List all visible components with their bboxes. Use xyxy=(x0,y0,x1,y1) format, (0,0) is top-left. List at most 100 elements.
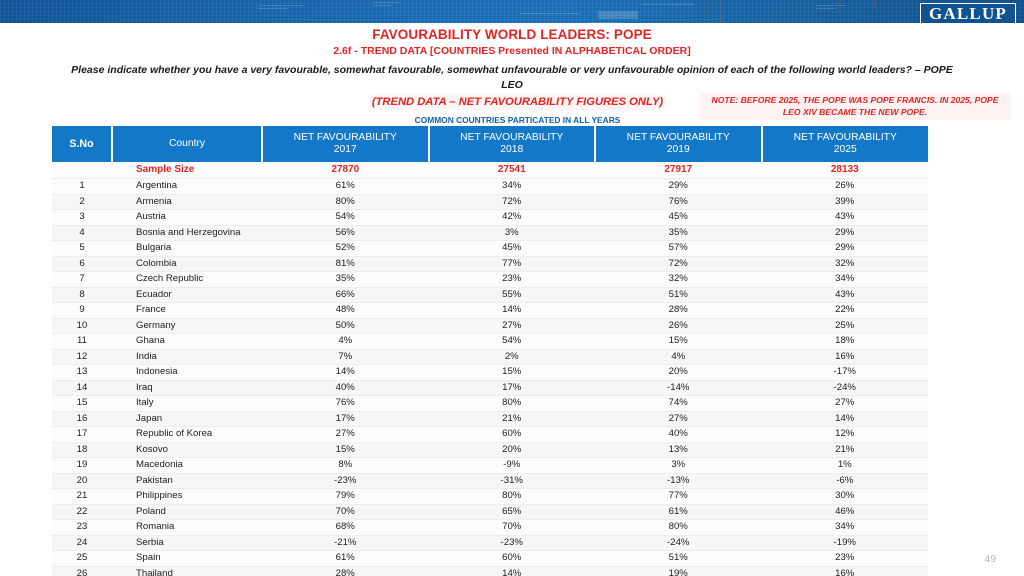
row-2017: 15% xyxy=(262,442,429,458)
row-2018: 3% xyxy=(428,225,595,241)
banner-pattern xyxy=(0,0,1024,23)
row-2018: 27% xyxy=(428,318,595,334)
row-country: India xyxy=(112,349,262,365)
row-country: Japan xyxy=(112,411,262,427)
row-2025: 23% xyxy=(761,550,928,567)
row-sno: 6 xyxy=(52,256,112,272)
row-2017: -21% xyxy=(262,535,429,551)
row-2017: 28% xyxy=(262,566,429,576)
table-row: 3 Austria 54% 42% 45% 43% xyxy=(52,209,928,226)
row-2018: 60% xyxy=(428,426,595,443)
row-2019: 26% xyxy=(595,318,762,334)
row-2017: 40% xyxy=(262,380,429,396)
column-header-2019-line1: NET FAVOURABILITY xyxy=(626,131,730,143)
row-2025: 46% xyxy=(761,504,928,520)
row-2017: 66% xyxy=(262,287,429,303)
table-row: 23 Romania 68% 70% 80% 34% xyxy=(52,519,928,536)
row-sno: 17 xyxy=(52,426,112,443)
column-header-2025: NET FAVOURABILITY 2025 xyxy=(761,126,928,162)
row-2018: 2% xyxy=(428,349,595,365)
table-head: S.No Country NET FAVOURABILITY 2017 NET … xyxy=(52,126,928,162)
row-country: Iraq xyxy=(112,380,262,396)
column-header-2018-year: 2018 xyxy=(500,144,524,155)
gallup-international-logo: GALLUP INTERNATIONAL founded 1947 xyxy=(920,3,1016,23)
column-header-country: Country xyxy=(112,126,263,162)
row-2025: 1% xyxy=(761,457,928,474)
row-2025: 34% xyxy=(761,271,928,288)
row-sno: 22 xyxy=(52,504,112,520)
row-country: Colombia xyxy=(112,256,262,272)
row-country: Pakistan xyxy=(112,473,262,489)
row-sno: 21 xyxy=(52,488,112,505)
row-2019: 74% xyxy=(595,395,762,412)
row-sno: 14 xyxy=(52,380,112,396)
row-2018: 60% xyxy=(428,550,595,567)
row-2025: 29% xyxy=(761,225,928,241)
table-row: 19 Macedonia 8% -9% 3% 1% xyxy=(52,457,928,474)
row-2019: -13% xyxy=(595,473,762,489)
row-country: Ghana xyxy=(112,333,262,350)
row-2019: 51% xyxy=(595,287,762,303)
row-2019: 15% xyxy=(595,333,762,350)
row-2025: 43% xyxy=(761,287,928,303)
row-2018: 14% xyxy=(428,302,595,319)
row-2025: 32% xyxy=(761,256,928,272)
table-row: 11 Ghana 4% 54% 15% 18% xyxy=(52,333,928,350)
row-2019: 57% xyxy=(595,240,762,257)
row-sno: 12 xyxy=(52,349,112,365)
row-country: Austria xyxy=(112,209,262,226)
row-country: Republic of Korea xyxy=(112,426,262,443)
table-row: 21 Philippines 79% 80% 77% 30% xyxy=(52,488,928,505)
row-2025: 12% xyxy=(761,426,928,443)
row-2018: 77% xyxy=(428,256,595,272)
row-2019: 35% xyxy=(595,225,762,241)
table-body: Sample Size 27870 27541 27917 28133 1 Arg… xyxy=(52,162,928,576)
row-2017: 7% xyxy=(262,349,429,365)
row-2019: 40% xyxy=(595,426,762,443)
row-2025: 27% xyxy=(761,395,928,412)
row-2017: 8% xyxy=(262,457,429,474)
table-row: 25 Spain 61% 60% 51% 23% xyxy=(52,550,928,567)
table-row: 15 Italy 76% 80% 74% 27% xyxy=(52,395,928,412)
row-2018: 15% xyxy=(428,364,595,381)
table-row: 24 Serbia -21% -23% -24% -19% xyxy=(52,535,928,551)
row-sno: 8 xyxy=(52,287,112,303)
row-sno: 20 xyxy=(52,473,112,489)
row-country: Serbia xyxy=(112,535,262,551)
row-2017: 4% xyxy=(262,333,429,350)
sample-size-row: Sample Size 27870 27541 27917 28133 xyxy=(52,162,928,179)
row-2018: 21% xyxy=(428,411,595,427)
trend-data-note: (TREND DATA – NET FAVOURABILITY FIGURES … xyxy=(370,94,665,110)
row-2025: -6% xyxy=(761,473,928,489)
table-row: 1 Argentina 61% 34% 29% 26% xyxy=(52,178,928,195)
row-2025: 14% xyxy=(761,411,928,427)
row-2017: 61% xyxy=(262,178,429,195)
column-header-2019-year: 2019 xyxy=(666,144,690,155)
row-2017: 76% xyxy=(262,395,429,412)
row-2019: 19% xyxy=(595,566,762,576)
table-row: 26 Thailand 28% 14% 19% 16% xyxy=(52,566,928,576)
sample-size-2025: 28133 xyxy=(761,162,928,179)
row-2019: 27% xyxy=(595,411,762,427)
row-2017: 68% xyxy=(262,519,429,536)
row-2017: 17% xyxy=(262,411,429,427)
row-sno: 15 xyxy=(52,395,112,412)
row-sno: 3 xyxy=(52,209,112,226)
page-title: FAVOURABILITY WORLD LEADERS: POPE xyxy=(372,27,652,42)
row-sno: 26 xyxy=(52,566,112,576)
column-header-2017-line1: NET FAVOURABILITY xyxy=(293,131,397,143)
row-2025: 22% xyxy=(761,302,928,319)
row-country: Czech Republic xyxy=(112,271,262,288)
row-2019: 77% xyxy=(595,488,762,505)
table-row: 14 Iraq 40% 17% -14% -24% xyxy=(52,380,928,396)
row-2018: 65% xyxy=(428,504,595,520)
row-2018: 70% xyxy=(428,519,595,536)
row-country: Italy xyxy=(112,395,262,412)
row-2018: 72% xyxy=(428,194,595,210)
row-2018: -31% xyxy=(428,473,595,489)
row-country: Ecuador xyxy=(112,287,262,303)
row-sno: 10 xyxy=(52,318,112,334)
row-2025: 29% xyxy=(761,240,928,257)
row-2025: 25% xyxy=(761,318,928,334)
row-2017: 56% xyxy=(262,225,429,241)
